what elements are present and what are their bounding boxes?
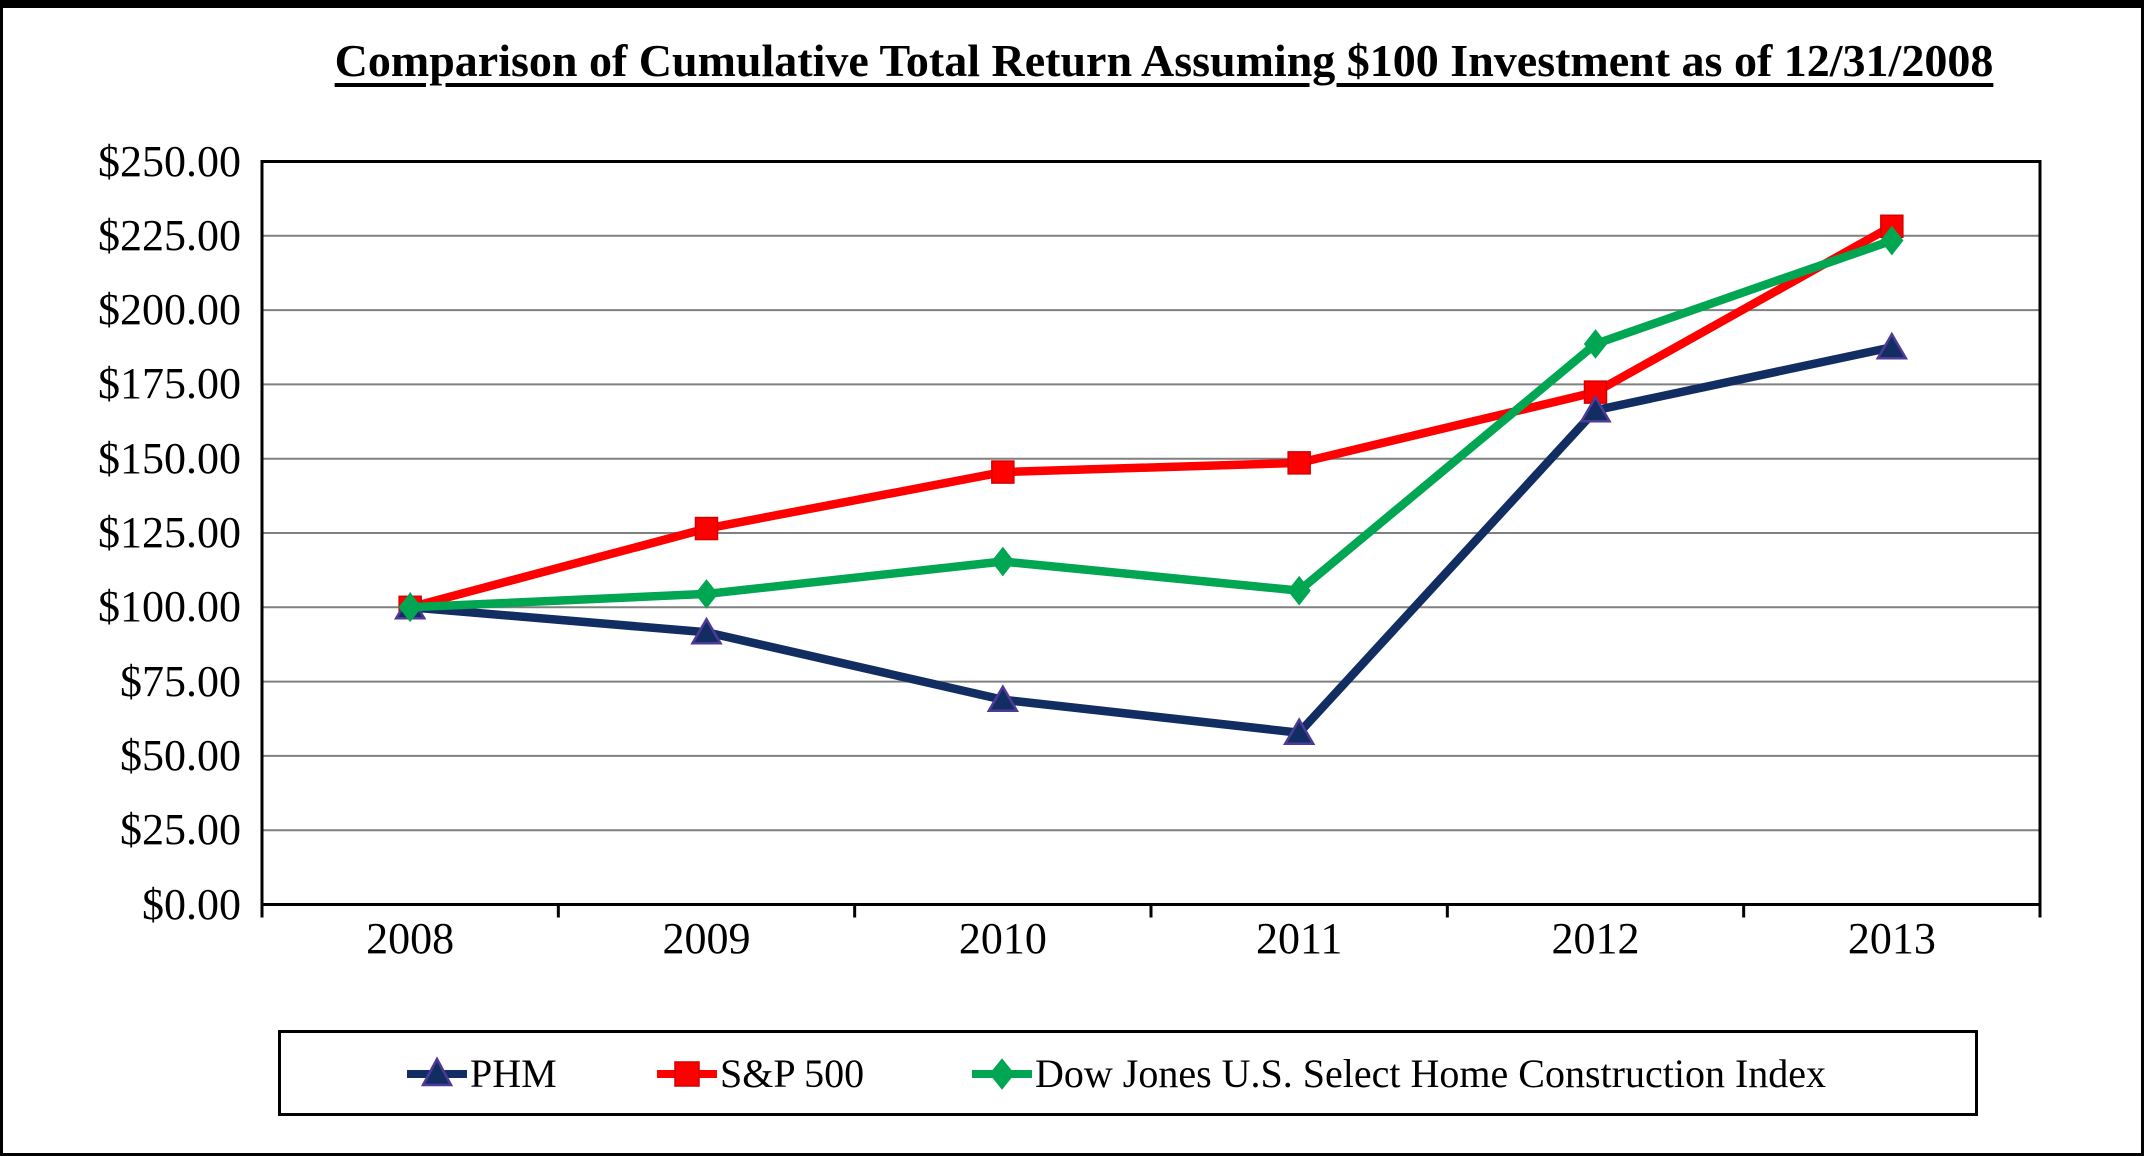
phm-marker bbox=[1579, 394, 1612, 423]
dj-home-construction-line bbox=[409, 236, 1894, 612]
dj-home-construction-marker bbox=[1287, 575, 1311, 606]
legend-entry-dj-index: Dow Jones U.S. Select Home Construction … bbox=[971, 1033, 1826, 1113]
x-axis-label: 2008 bbox=[366, 914, 455, 963]
chart-title: Comparison of Cumulative Total Return As… bbox=[334, 35, 1994, 86]
y-axis-label: $100.00 bbox=[98, 582, 241, 632]
dj-home-construction-marker bbox=[694, 579, 719, 609]
y-axis-label: $0.00 bbox=[142, 879, 241, 929]
dj-home-construction-marker bbox=[398, 592, 422, 623]
x-axis-label: 2012 bbox=[1551, 914, 1640, 963]
phm-marker bbox=[1875, 331, 1909, 360]
dj-home-construction-marker bbox=[991, 546, 1015, 577]
x-axis-label: 2013 bbox=[1847, 914, 1936, 963]
y-axis-label: $250.00 bbox=[98, 136, 241, 186]
sp500-marker bbox=[1287, 451, 1311, 475]
legend-label-sp500: S&P 500 bbox=[720, 1050, 865, 1096]
x-axis-label: 2010 bbox=[958, 914, 1047, 963]
y-axis-label: $125.00 bbox=[98, 508, 241, 557]
y-axis-label: $50.00 bbox=[120, 730, 241, 780]
sp500-marker bbox=[991, 460, 1015, 484]
sp500-line bbox=[409, 222, 1894, 612]
legend: PHM S&P 500 Dow Jones U.S. Select Home C… bbox=[278, 1030, 1978, 1116]
diamond-marker-icon bbox=[972, 1058, 1032, 1090]
square-marker-icon bbox=[657, 1061, 717, 1087]
y-axis-label: $25.00 bbox=[120, 805, 241, 855]
legend-entry-sp500: S&P 500 bbox=[656, 1033, 864, 1113]
x-axis-label: 2011 bbox=[1255, 914, 1343, 963]
sp500-marker bbox=[694, 516, 719, 541]
phm-marker bbox=[690, 616, 723, 645]
dj-home-construction-marker bbox=[1880, 225, 1904, 256]
legend-label-dj-index: Dow Jones U.S. Select Home Construction … bbox=[1035, 1050, 1827, 1096]
y-axis-label: $150.00 bbox=[98, 433, 241, 483]
y-axis-label: $75.00 bbox=[120, 656, 241, 706]
legend-entry-phm: PHM bbox=[406, 1033, 557, 1113]
x-axis-label: 2009 bbox=[662, 914, 751, 963]
dj-home-construction-marker bbox=[1583, 329, 1608, 359]
y-axis-label: $175.00 bbox=[98, 359, 241, 409]
phm-marker bbox=[986, 684, 1020, 712]
y-axis-label: $200.00 bbox=[98, 285, 241, 335]
legend-label-phm: PHM bbox=[470, 1050, 557, 1096]
y-axis-label: $225.00 bbox=[98, 210, 241, 260]
plot-area bbox=[260, 160, 2042, 918]
triangle-marker-icon bbox=[407, 1056, 467, 1087]
phm-marker bbox=[1282, 717, 1316, 745]
phm-line bbox=[409, 343, 1893, 737]
